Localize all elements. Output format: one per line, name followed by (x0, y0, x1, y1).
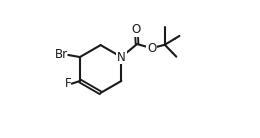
Text: Br: Br (55, 48, 68, 62)
Text: F: F (65, 77, 72, 90)
Text: O: O (132, 23, 141, 36)
Text: O: O (147, 42, 157, 55)
Text: N: N (117, 51, 126, 63)
